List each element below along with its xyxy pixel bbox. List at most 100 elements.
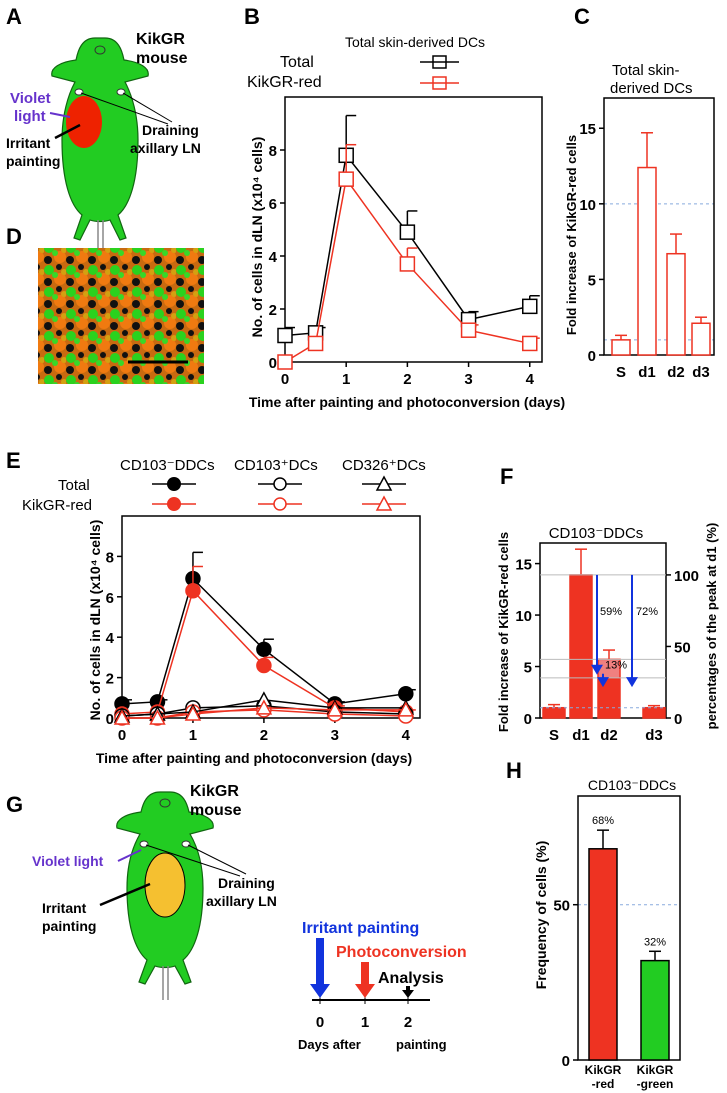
- panel-g-irritant-2: painting: [42, 918, 96, 934]
- panel-a-draining-2: axillary LN: [130, 140, 201, 156]
- chart-e-header-1: CD103⁻DDCs: [120, 457, 215, 474]
- chart-f-ytick-label: 15: [515, 557, 532, 574]
- chart-b-point: [399, 256, 416, 272]
- chart-b-xlabel: Time after painting and photoconversion …: [249, 394, 565, 410]
- chart-c-title-1: Total skin-: [612, 62, 680, 79]
- chart-f-ytick-right-label: 50: [674, 639, 691, 656]
- chart-c-ylabel: Fold increase of KikGR-red cells: [564, 135, 579, 335]
- chart-c-ytick-label: 15: [579, 121, 596, 138]
- chart-h-category-label-1: KikGR: [637, 1063, 674, 1077]
- chart-e-header-2: CD103⁺DCs: [234, 457, 318, 474]
- chart-c-bar: [691, 322, 711, 356]
- panel-label-a: A: [6, 4, 22, 29]
- chart-b-point: [460, 322, 477, 338]
- panel-label-b: B: [244, 4, 260, 29]
- chart-e-point: [149, 709, 166, 725]
- chart-e-row-red: KikGR-red: [22, 497, 92, 514]
- timeline-tick-0: 0: [316, 1014, 324, 1031]
- timeline-photo: Photoconversion: [336, 944, 467, 961]
- chart-e-row-total: Total: [58, 477, 90, 494]
- panel-a-violet-2: light: [14, 108, 46, 125]
- chart-e-point: [326, 701, 344, 717]
- chart-e-ytick-label: 2: [106, 671, 114, 688]
- chart-h-category-label-2: -red: [592, 1077, 615, 1091]
- chart-f-ylabel-right: percentages of the peak at d1 (%): [704, 523, 719, 730]
- chart-h-ytick-label: 0: [562, 1053, 570, 1070]
- panel-a-title-1: KikGR: [136, 31, 185, 48]
- mouse-illustration-a: [51, 37, 149, 262]
- micrograph-d: [38, 248, 204, 384]
- panel-label-c: C: [574, 4, 590, 29]
- chart-h-title: CD103⁻DDCs: [588, 777, 676, 793]
- chart-c-bar: [611, 339, 631, 356]
- chart-f-category-label: S: [549, 727, 559, 744]
- panel-g-title-1: KikGR: [190, 783, 239, 800]
- chart-b-xtick-label: 4: [526, 371, 535, 388]
- timeline-tick-2: 2: [404, 1014, 412, 1031]
- panel-g-irritant-1: Irritant: [42, 900, 87, 916]
- panel-g-draining-2: axillary LN: [206, 893, 277, 909]
- timeline-xlabel-right: painting: [396, 1037, 447, 1052]
- chart-e-xtick-label: 0: [118, 727, 126, 744]
- chart-e-series-line: [122, 707, 406, 719]
- chart-e-point: [255, 699, 273, 715]
- chart-b-xtick-label: 3: [464, 371, 472, 388]
- chart-f-ytick-label: 5: [524, 660, 532, 677]
- chart-f-annotation-72: 72%: [636, 606, 658, 618]
- panel-label-h: H: [506, 758, 522, 783]
- chart-e-xtick-label: 3: [331, 727, 339, 744]
- panel-label-d: D: [6, 224, 22, 249]
- chart-c-bar: [666, 252, 686, 356]
- chart-h-bar: [588, 848, 618, 1061]
- chart-b-ytick-label: 0: [269, 355, 277, 372]
- chart-h-value-label: 68%: [592, 815, 614, 827]
- chart-b-ytick-label: 4: [269, 249, 278, 266]
- chart-b-xtick-label: 1: [342, 371, 350, 388]
- chart-b-point: [522, 298, 538, 315]
- chart-e-point: [256, 641, 272, 658]
- timeline-irritant: Irritant painting: [302, 920, 419, 937]
- chart-c-ytick-label: 0: [588, 348, 596, 365]
- chart-e-point: [185, 582, 201, 599]
- timeline-g: [310, 938, 430, 1004]
- chart-f-category-label: d1: [572, 727, 590, 744]
- chart-e-ytick-label: 0: [106, 711, 114, 728]
- chart-e-point: [256, 657, 272, 674]
- chart-c-category-label: d3: [692, 364, 710, 381]
- chart-e-ylabel: No. of cells in dLN (x10⁴ cells): [87, 520, 103, 721]
- panel-g-violet: Violet light: [32, 853, 104, 869]
- chart-e-xtick-label: 4: [402, 727, 411, 744]
- chart-b-legend-total: Total: [280, 54, 314, 71]
- chart-h-frame: [577, 795, 681, 1061]
- chart-e-point: [397, 701, 415, 717]
- chart-c-ytick-label: 10: [579, 197, 596, 214]
- chart-f-ytick-label: 0: [524, 711, 532, 728]
- chart-c-category-label: S: [616, 364, 626, 381]
- chart-f-bar: [569, 574, 593, 719]
- chart-h-ylabel: Frequency of cells (%): [533, 841, 549, 990]
- chart-e-frame: [121, 515, 421, 719]
- chart-e-xlabel: Time after painting and photoconversion …: [96, 750, 412, 766]
- panel-a-violet-1: Violet: [10, 90, 51, 107]
- chart-h-ytick-label: 50: [553, 898, 570, 915]
- timeline-xlabel-left: Days after: [298, 1037, 361, 1052]
- chart-f-title: CD103⁻DDCs: [549, 525, 644, 542]
- chart-b-point: [307, 335, 324, 352]
- timeline-analysis: Analysis: [378, 970, 444, 987]
- chart-e-series-line: [121, 699, 406, 717]
- chart-h-category-label-2: -green: [637, 1077, 674, 1091]
- chart-b-ytick-label: 2: [269, 302, 277, 319]
- chart-e-point: [113, 709, 131, 725]
- chart-f-annotation-59: 59%: [600, 606, 622, 618]
- chart-e-point: [398, 686, 414, 702]
- chart-e-header-3: CD326⁺DCs: [342, 457, 426, 474]
- chart-b-ytick-label: 6: [269, 196, 277, 213]
- chart-e-point: [184, 705, 202, 721]
- chart-f-bar: [642, 706, 666, 719]
- panel-label-e: E: [6, 448, 21, 473]
- chart-c-ytick-label: 5: [588, 272, 596, 289]
- panel-a-irritant-2: painting: [6, 153, 60, 169]
- chart-e-xtick-label: 1: [189, 727, 197, 744]
- chart-f-arrow-59-head: [591, 664, 603, 675]
